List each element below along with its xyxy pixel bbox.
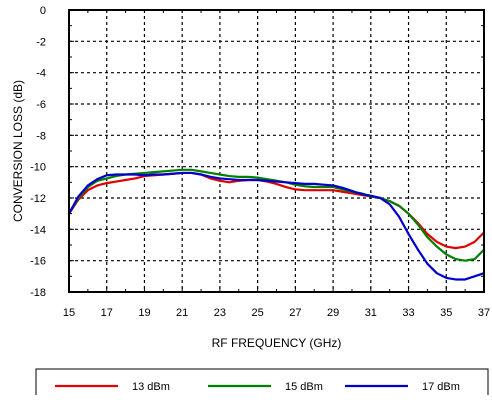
y-tick-label: -2	[36, 36, 46, 48]
tick-layer	[68, 9, 485, 293]
y-tick-label: -6	[36, 99, 46, 111]
y-tick-label: -8	[36, 130, 46, 142]
x-tick-label: 25	[252, 307, 264, 319]
x-tick-label: 37	[478, 307, 490, 319]
x-tick-label: 35	[440, 307, 452, 319]
x-tick-label: 33	[402, 307, 414, 319]
grid-layer	[69, 10, 484, 292]
x-tick-label: 27	[289, 307, 301, 319]
y-tick-label: -16	[30, 256, 46, 268]
x-tick-label: 17	[101, 307, 113, 319]
legend-box	[35, 368, 489, 400]
y-tick-label: -10	[30, 162, 46, 174]
label-layer: 15 17 19 21 23 25 27 29 31 33 35 37 0 -2 -4 -6 -8 -10 -12 -…	[30, 5, 490, 319]
y-tick-label: -18	[30, 287, 46, 299]
series-line	[67, 171, 486, 250]
y-tick-label: -4	[36, 68, 46, 80]
y-tick-label: 0	[40, 5, 46, 17]
x-tick-label: 23	[214, 307, 226, 319]
y-axis-title: CONVERSION LOSS (dB)	[11, 80, 25, 222]
legend-label: 15 dBm	[285, 381, 323, 393]
x-axis-title: RF FREQUENCY (GHz)	[212, 336, 342, 350]
x-tick-label: 29	[327, 307, 339, 319]
legend: 13 dBm 15 dBm 17 dBm	[35, 368, 489, 400]
x-tick-label: 15	[63, 307, 75, 319]
x-tick-label: 19	[138, 307, 150, 319]
y-tick-label: -12	[30, 193, 46, 205]
series-layer	[67, 168, 486, 281]
x-tick-label: 31	[365, 307, 377, 319]
plot-frame	[68, 9, 485, 293]
legend-label: 13 dBm	[132, 381, 170, 393]
legend-label: 17 dBm	[422, 381, 460, 393]
y-tick-label: -14	[30, 224, 46, 236]
x-tick-label: 21	[176, 307, 188, 319]
series-line	[67, 171, 486, 281]
